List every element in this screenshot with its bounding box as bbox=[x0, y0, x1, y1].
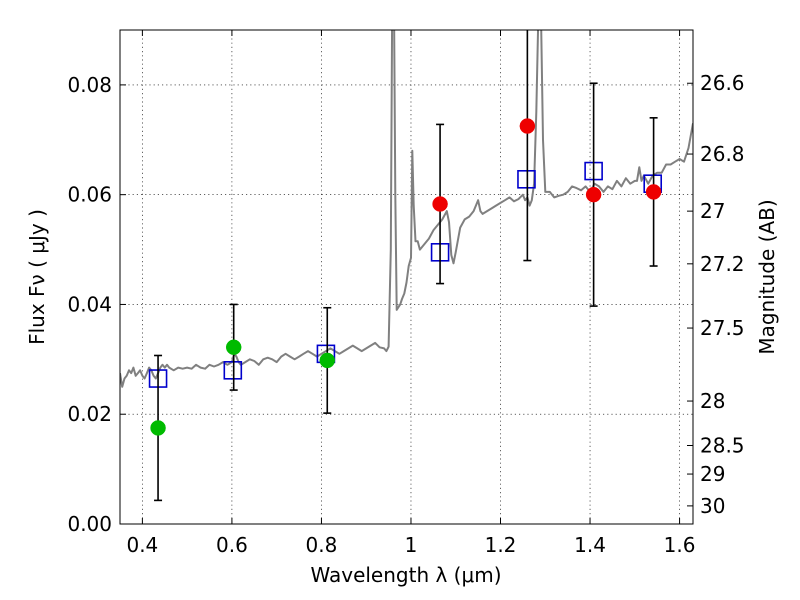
model-flux-square bbox=[223, 361, 243, 380]
mag-tick-label: 30 bbox=[700, 494, 725, 518]
red-data-point bbox=[432, 196, 448, 212]
x-tick-label: 1.4 bbox=[574, 533, 606, 557]
red-data-point bbox=[585, 186, 602, 203]
x-tick-label: 1 bbox=[405, 533, 418, 557]
mag-tick-label: 26.8 bbox=[700, 142, 745, 166]
mag-tick-label: 29 bbox=[700, 462, 725, 486]
x-tick-label: 0.8 bbox=[306, 533, 338, 557]
green-data-point bbox=[225, 339, 242, 356]
magnitude-axis-ticks: 26.6 26.8 27 27.2 27.5 28 28.5 29 30 bbox=[687, 71, 745, 518]
x-tick-label: 1.6 bbox=[664, 533, 696, 557]
x-tick-label: 0.6 bbox=[216, 533, 248, 557]
green-data-point bbox=[150, 420, 166, 436]
y-tick-label: 0.00 bbox=[67, 512, 112, 536]
mag-tick-label: 28 bbox=[700, 389, 725, 413]
y-tick-label: 0.02 bbox=[67, 402, 112, 426]
spectrum-line bbox=[120, 30, 693, 388]
mag-tick-label: 26.6 bbox=[700, 71, 745, 95]
red-data-point bbox=[519, 118, 536, 134]
mag-tick-label: 27.5 bbox=[700, 316, 745, 340]
x-axis-label: Wavelength λ (μm) bbox=[310, 563, 501, 587]
x-tick-label: 1.2 bbox=[485, 533, 517, 557]
y-tick-label: 0.04 bbox=[67, 292, 112, 316]
x-tick-label: 0.4 bbox=[126, 533, 158, 557]
y-axis-right-label: Magnitude (AB) bbox=[755, 199, 779, 354]
green-data-point bbox=[319, 352, 336, 369]
mag-tick-label: 28.5 bbox=[700, 434, 745, 458]
y-tick-label: 0.08 bbox=[67, 73, 112, 97]
y-axis-ticks: 0.00 0.02 0.04 0.06 0.08 bbox=[67, 73, 126, 536]
model-flux-square bbox=[517, 169, 536, 189]
x-axis-ticks: 0.4 0.6 0.8 1 1.2 1.4 1.6 bbox=[126, 30, 695, 557]
y-tick-label: 0.06 bbox=[67, 183, 112, 207]
plot-frame bbox=[119, 29, 694, 525]
mag-tick-label: 27.2 bbox=[700, 252, 745, 276]
red-data-point bbox=[645, 184, 662, 200]
mag-tick-label: 27 bbox=[700, 199, 725, 223]
plot-area bbox=[120, 30, 693, 502]
y-axis-label: Flux Fν ( μJy ) bbox=[25, 209, 49, 345]
